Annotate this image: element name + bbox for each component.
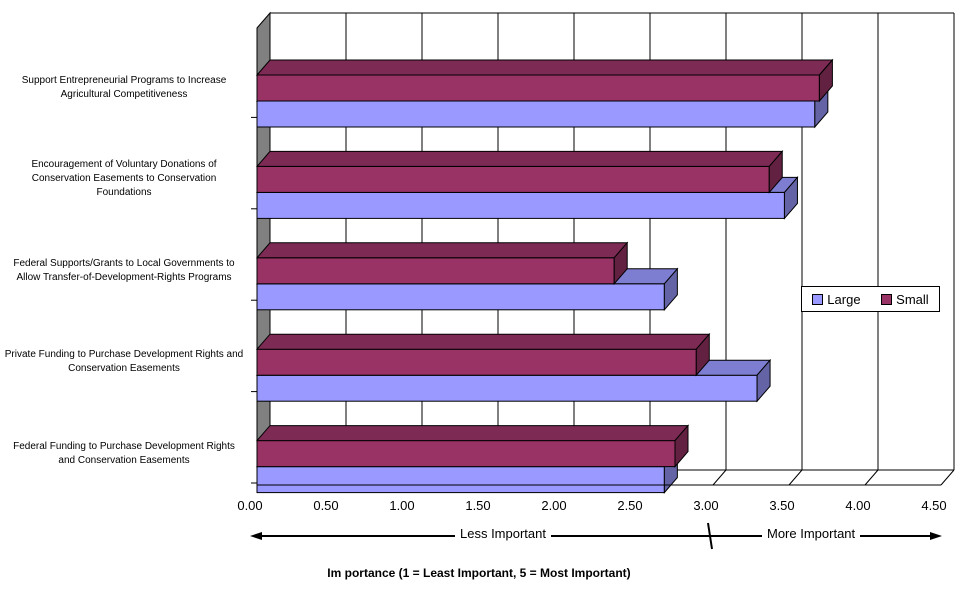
chart-bars (255, 58, 834, 494)
bar-small-3-top (255, 333, 711, 350)
bar-small-0-front (256, 74, 820, 102)
x-axis-title: Im portance (1 = Least Important, 5 = Mo… (327, 566, 631, 580)
bar-small-4-side (674, 424, 689, 468)
bar-large-3-side (756, 358, 771, 403)
less-important-label: Less Important (455, 526, 551, 541)
bar-small-3-front (256, 348, 697, 376)
importance-divider (707, 522, 713, 550)
arrow-left-head (250, 532, 262, 540)
tick-label: 4.50 (921, 498, 947, 513)
tick-label: 3.00 (693, 498, 719, 513)
category-label: Federal Supports/Grants to Local Governm… (13, 257, 235, 283)
tick-label: 1.50 (465, 498, 491, 513)
bar-small-4-front (256, 440, 676, 468)
arrow-right-head (930, 532, 942, 540)
bar-large-1-side (783, 176, 798, 220)
category-label: Encouragement of Voluntary Donations of … (31, 159, 217, 199)
bar-small-4-top (255, 425, 690, 442)
bar-small-0-top (255, 59, 834, 76)
tick-label: 4.00 (845, 498, 871, 513)
bar-large-0-front (256, 100, 816, 128)
tick-label: 0.50 (313, 498, 339, 513)
bar-large-4-front (256, 466, 665, 494)
tick-label: 2.50 (617, 498, 643, 513)
category-label: Private Funding to Purchase Development … (4, 349, 244, 375)
tick-label: 2.00 (541, 498, 567, 513)
bar-small-3-side (695, 332, 710, 377)
bar-small-1-top (255, 150, 784, 167)
tick-label: 0.00 (237, 498, 263, 513)
bar-large-3-front (256, 374, 758, 402)
bar-small-2-front (256, 257, 615, 285)
floor-gridline (940, 469, 955, 486)
bar-large-2-front (256, 283, 665, 311)
bar-small-2-side (613, 241, 628, 286)
bar-small-2-top (255, 242, 629, 259)
legend-item-large: Large (812, 291, 861, 307)
bar-small-1-side (768, 150, 783, 194)
more-important-label: More Important (762, 526, 861, 541)
category-label: Federal Funding to Purchase Development … (13, 440, 235, 466)
legend-swatch-small (881, 293, 893, 305)
bar-large-2-side (663, 267, 678, 312)
tick-label: 3.50 (769, 498, 795, 513)
legend-swatch-large (812, 293, 824, 305)
legend-item-small: Small (881, 292, 929, 307)
floor-gridline (712, 469, 727, 486)
tick-label: 1.00 (389, 498, 415, 513)
legend-label-small: Small (896, 291, 929, 307)
bar-small-0-side (818, 58, 833, 103)
floor-gridline (788, 469, 803, 486)
chart-axis (251, 28, 941, 486)
legend-label-large: Large (827, 291, 861, 307)
bar-large-1-front (256, 191, 785, 219)
floor-gridline (864, 469, 879, 486)
legend: Large Small (801, 286, 940, 312)
category-label: Support Entrepreneurial Programs to Incr… (21, 75, 227, 100)
bar-small-1-front (256, 165, 770, 193)
